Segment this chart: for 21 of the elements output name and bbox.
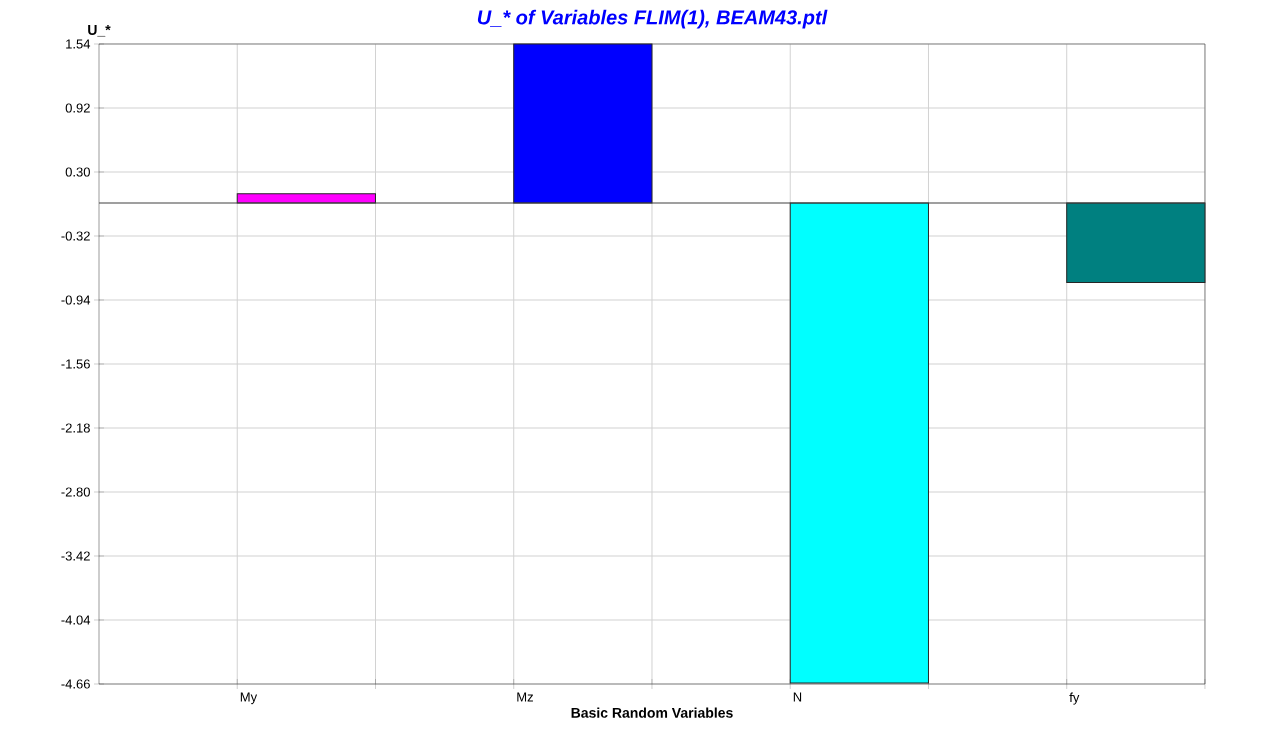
x-tick-label: My: [240, 692, 258, 705]
bar: [1066, 202, 1206, 283]
x-tick-label: fy: [1069, 692, 1080, 705]
y-tick-label: 0.92: [65, 103, 90, 113]
y-tick-label: -3.42: [61, 551, 90, 561]
bar: [789, 202, 929, 684]
y-tick-label: -4.04: [61, 615, 91, 625]
x-tick-label: N: [793, 692, 802, 702]
y-tick-label: -0.94: [61, 295, 91, 305]
y-tick-label: -2.18: [61, 423, 90, 433]
chart-title: U_* of Variables FLIM(1), BEAM43.ptl: [477, 9, 828, 29]
x-tick-label: Mz: [517, 692, 533, 702]
x-axis-title: Basic Random Variables: [571, 707, 733, 718]
y-tick-label: -0.32: [61, 231, 90, 241]
y-axis-title: U_*: [88, 25, 111, 37]
y-tick-label: -4.66: [61, 679, 90, 689]
y-tick-label: -1.56: [61, 359, 90, 369]
y-tick-label: 1.54: [66, 39, 91, 49]
y-tick-label: -2.80: [61, 487, 90, 497]
bar: [513, 43, 653, 204]
y-tick-label: 0.30: [65, 167, 90, 177]
